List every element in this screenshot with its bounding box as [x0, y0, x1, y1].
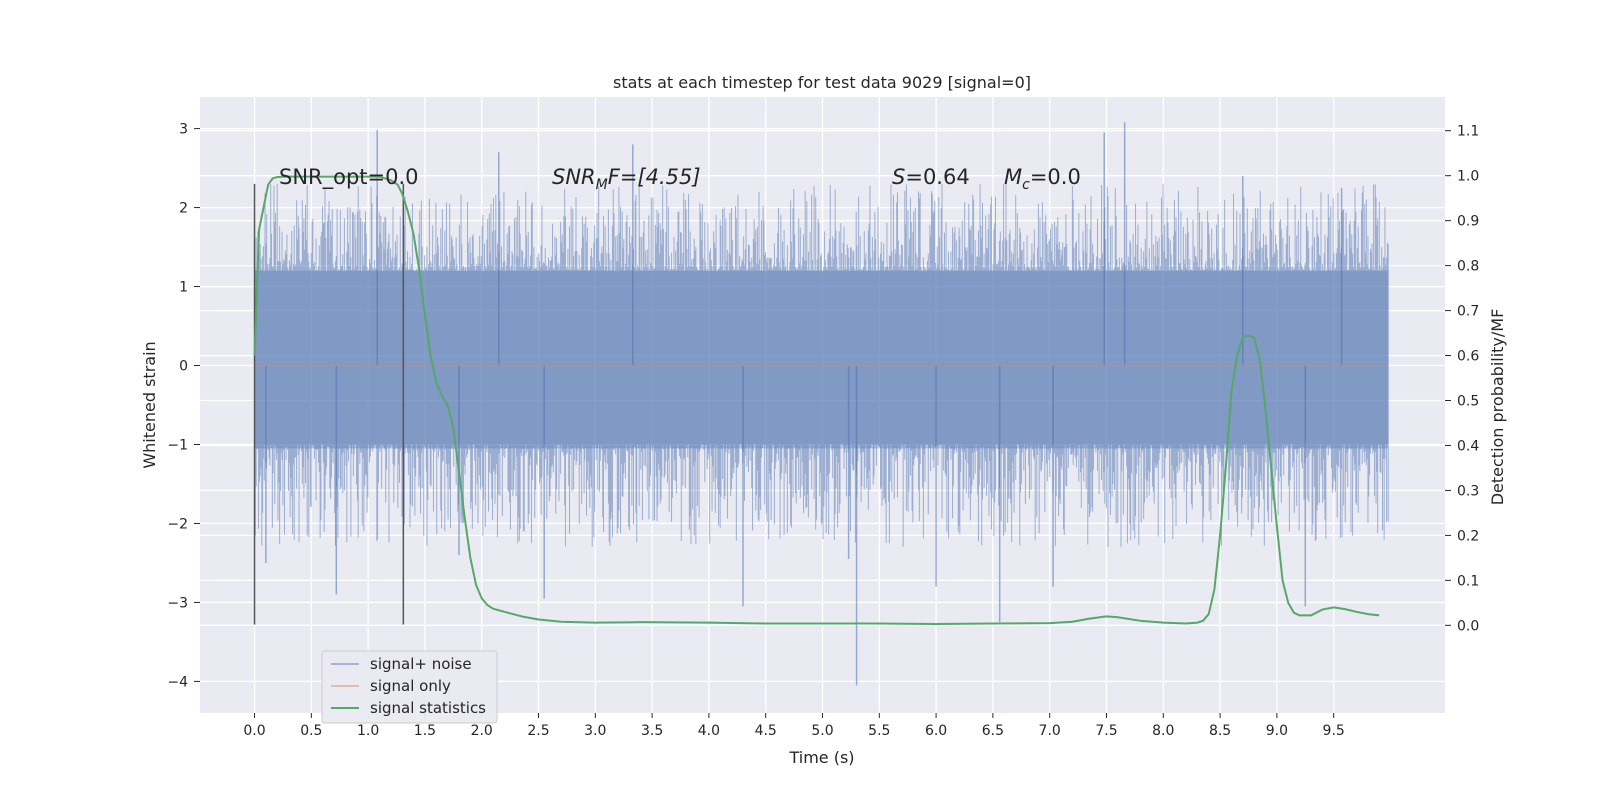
y2-tick-label-10: 0.1 [1457, 573, 1479, 589]
x-tick-label-12: 6.0 [925, 723, 947, 739]
legend-label-signal-noise: signal+ noise [370, 655, 472, 673]
x-tick-label-3: 1.5 [414, 723, 436, 739]
y2-axis-label: Detection probability/MF [1488, 309, 1507, 506]
y2-tick-label-4: 0.7 [1457, 304, 1479, 320]
y-tick-label-1: 2 [179, 201, 188, 217]
y-tick-label-2: 1 [179, 280, 188, 296]
x-tick-label-15: 7.5 [1095, 723, 1117, 739]
chart-title: stats at each timestep for test data 902… [613, 73, 1031, 92]
x-axis-ticks: 0.0 0.5 1.0 1.5 2.0 2.5 3.0 3.5 4.0 4.5 5.0 5.5 6.0 6… [243, 713, 1345, 739]
x-tick-label-4: 2.0 [471, 723, 493, 739]
y-tick-label-0: 3 [179, 122, 188, 138]
legend-box [321, 650, 498, 724]
x-tick-label-16: 8.0 [1152, 723, 1174, 739]
x-tick-label-9: 4.5 [755, 723, 777, 739]
y-tick-label-3: 0 [179, 359, 188, 375]
y-tick-label-5: −2 [167, 516, 188, 532]
y2-tick-label-1: 1.0 [1457, 169, 1479, 185]
annotation-snr-mf: SNRMF=[4.55] [552, 165, 701, 193]
y2-tick-label-0: 1.1 [1457, 124, 1479, 140]
noise-core [254, 270, 1389, 449]
y2-axis-ticks: 1.1 1.0 0.9 0.8 0.7 0.6 0.5 0.4 0.3 0.2 0.1 0.0 [1445, 124, 1479, 634]
x-tick-label-14: 7.0 [1039, 723, 1061, 739]
signal-statistics-series [253, 175, 1380, 625]
x-tick-label-10: 5.0 [811, 723, 833, 739]
legend-label-signal-statistics: signal statistics [370, 699, 486, 717]
y2-tick-label-6: 0.5 [1457, 394, 1479, 410]
y-tick-label-7: −4 [167, 674, 188, 690]
x-tick-label-13: 6.5 [982, 723, 1004, 739]
x-tick-label-5: 2.5 [527, 723, 549, 739]
y2-tick-label-11: 0.0 [1457, 618, 1479, 634]
annotation-s: S=0.64 [892, 165, 970, 189]
signal-noise-series [254, 122, 1389, 686]
x-tick-label-17: 8.5 [1209, 723, 1231, 739]
signal-statistics-line [253, 175, 1380, 625]
y2-tick-label-2: 0.9 [1457, 214, 1479, 230]
y2-tick-label-5: 0.6 [1457, 349, 1479, 365]
legend-label-signal-only: signal only [370, 677, 451, 695]
x-tick-label-11: 5.5 [868, 723, 890, 739]
y2-tick-label-7: 0.4 [1457, 438, 1479, 454]
x-tick-label-7: 3.5 [641, 723, 663, 739]
x-tick-label-2: 1.0 [357, 723, 379, 739]
y-axis-label: Whitened strain [140, 341, 159, 468]
x-tick-label-1: 0.5 [300, 723, 322, 739]
y2-tick-label-9: 0.2 [1457, 528, 1479, 544]
annotation-mc: Mc=0.0 [1004, 165, 1081, 193]
x-tick-label-19: 9.5 [1323, 723, 1345, 739]
y-tick-label-6: −3 [167, 595, 188, 611]
y-tick-label-4: −1 [167, 437, 188, 453]
x-tick-label-8: 4.0 [698, 723, 720, 739]
annotation-snr-opt: SNR_opt=0.0 [279, 165, 419, 190]
y-axis-ticks: 3 2 1 0 −1 −2 −3 −4 [167, 122, 200, 690]
x-axis-label: Time (s) [788, 748, 854, 767]
legend: signal+ noise signal only signal statist… [321, 650, 498, 724]
x-tick-label-18: 9.0 [1266, 723, 1288, 739]
y2-tick-label-8: 0.3 [1457, 483, 1479, 499]
y2-tick-label-3: 0.8 [1457, 259, 1479, 275]
x-tick-label-6: 3.0 [584, 723, 606, 739]
x-tick-label-0: 0.0 [243, 723, 265, 739]
vertical-marker-lines [253, 183, 405, 625]
